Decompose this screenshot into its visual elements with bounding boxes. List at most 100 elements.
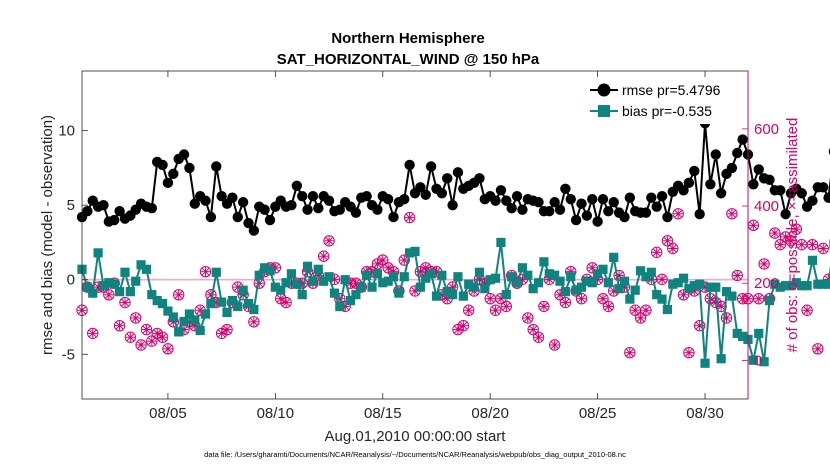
bias-marker: [222, 307, 232, 318]
y-tick-label-right: 400: [754, 198, 779, 215]
rmse-marker: [232, 211, 243, 223]
y-tick-label-right: 200: [754, 275, 779, 292]
assimilated-obs-marker: [780, 232, 791, 242]
possible-obs-marker: [317, 250, 330, 262]
possible-obs-marker: [640, 304, 652, 316]
bias-marker: [383, 276, 393, 286]
bias-marker: [179, 316, 189, 327]
rmse-marker: [200, 195, 211, 206]
bias-marker: [200, 309, 211, 319]
assimilated-obs-marker: [276, 294, 286, 304]
bias-marker: [421, 273, 431, 283]
bias-marker: [711, 282, 721, 292]
rmse-marker: [307, 191, 319, 202]
bias-marker: [657, 294, 667, 304]
bias-marker: [394, 288, 404, 298]
assimilated-obs-marker: [797, 240, 807, 250]
bias-marker: [802, 281, 812, 291]
bias-marker: [243, 298, 254, 309]
rmse-marker: [807, 195, 818, 206]
bias-marker: [174, 327, 184, 337]
assimilated-obs-marker: [157, 332, 168, 342]
bias-marker: [233, 301, 243, 312]
rmse-marker: [576, 198, 587, 209]
assimilated-obs-marker: [716, 301, 726, 311]
y-tick-label-left: 5: [67, 197, 75, 214]
bias-marker: [442, 287, 452, 297]
assimilated-obs-marker: [598, 294, 608, 304]
bias-marker: [823, 279, 830, 289]
possible-obs-marker: [87, 327, 99, 340]
bias-marker: [168, 312, 178, 322]
assimilated-obs-marker: [748, 220, 758, 230]
rmse-marker: [452, 167, 464, 178]
assimilated-obs-marker: [539, 301, 549, 311]
bias-marker: [270, 282, 280, 292]
possible-obs-marker: [597, 292, 609, 305]
bias-marker: [662, 304, 673, 315]
possible-obs-marker: [500, 300, 513, 313]
possible-obs-marker: [774, 238, 786, 251]
assimilated-obs-marker: [249, 317, 259, 327]
rmse-marker: [748, 179, 759, 190]
possible-obs-marker: [586, 262, 598, 274]
series-rmse: [76, 117, 830, 236]
x-tick-label: 08/05: [149, 405, 187, 422]
bias-marker: [141, 264, 152, 274]
assimilated-obs-marker: [120, 297, 130, 308]
possible-obs-marker: [248, 316, 260, 328]
rmse-marker: [490, 195, 501, 206]
y-tick-label-left: 10: [58, 123, 75, 140]
rmse-marker: [313, 202, 324, 214]
possible-obs-marker: [119, 296, 131, 309]
rmse-marker: [98, 199, 109, 211]
bias-marker: [544, 269, 554, 279]
bias-marker: [351, 290, 361, 300]
assimilated-obs-marker: [88, 328, 98, 338]
bias-marker: [523, 270, 533, 280]
rmse-marker: [710, 149, 721, 160]
assimilated-obs-marker: [114, 321, 125, 331]
bias-marker: [184, 309, 195, 319]
possible-obs-marker: [403, 211, 416, 224]
possible-obs-marker: [790, 223, 803, 235]
bias-marker: [635, 266, 646, 276]
bias-marker: [147, 290, 157, 300]
bias-marker: [490, 273, 501, 283]
rmse-marker: [146, 202, 158, 214]
bias-marker: [496, 237, 506, 248]
bias-marker: [93, 248, 103, 258]
bias-marker: [297, 290, 307, 300]
y-tick-label-left: -5: [62, 346, 75, 363]
bias-marker: [458, 291, 468, 301]
rmse-marker: [184, 162, 195, 174]
bias-marker: [415, 282, 425, 292]
rmse-marker: [297, 191, 308, 202]
bias-marker: [780, 281, 791, 291]
rmse-marker: [581, 210, 593, 221]
bias-marker: [593, 269, 603, 279]
bias-marker: [759, 357, 769, 367]
bias-marker: [324, 272, 334, 282]
bias-marker: [619, 276, 630, 286]
rmse-marker: [420, 189, 431, 200]
rmse-marker: [560, 183, 571, 194]
bias-marker: [614, 284, 624, 294]
rmse-marker: [544, 205, 555, 217]
bias-marker: [410, 246, 420, 256]
assimilated-obs-marker: [163, 344, 173, 354]
bias-marker: [249, 304, 259, 315]
bias-marker: [603, 278, 613, 288]
bias-marker: [345, 296, 356, 306]
assimilated-obs-marker: [673, 209, 683, 219]
bias-marker: [571, 285, 581, 295]
assimilated-obs-marker: [131, 313, 141, 323]
assimilated-obs-marker: [818, 243, 828, 254]
possible-obs-marker: [634, 312, 647, 324]
assimilated-obs-marker: [136, 340, 146, 350]
bias-marker: [227, 296, 237, 306]
bias-marker: [426, 269, 436, 279]
possible-obs-marker: [575, 292, 588, 305]
rmse-marker: [399, 194, 410, 205]
